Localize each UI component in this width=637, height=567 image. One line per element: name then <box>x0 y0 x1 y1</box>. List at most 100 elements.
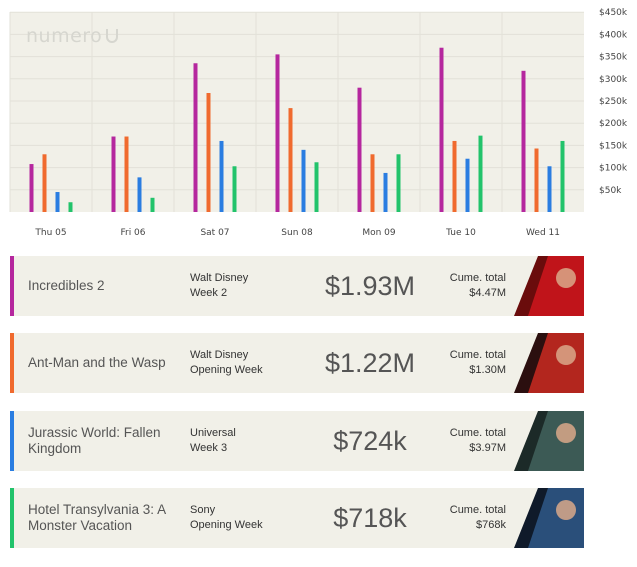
cume-total: Cume. total $3.97M <box>450 426 506 456</box>
bar[interactable] <box>124 136 129 212</box>
week: Week 3 <box>190 442 228 454</box>
bar[interactable] <box>193 63 198 213</box>
cume-total: Cume. total $768k <box>450 503 506 533</box>
distributor-info: Walt Disney Opening Week <box>190 348 263 378</box>
bar[interactable] <box>383 172 388 212</box>
cume-value: $768k <box>476 519 506 531</box>
bar[interactable] <box>111 136 116 212</box>
bar[interactable] <box>42 154 47 212</box>
distributor-info: Universal Week 3 <box>190 426 236 456</box>
logo-mark-icon <box>106 29 119 43</box>
bar[interactable] <box>314 162 319 212</box>
bar[interactable] <box>150 197 155 212</box>
y-tick-label: $350k <box>599 53 628 63</box>
series-color-bar <box>10 411 14 471</box>
week: Week 2 <box>190 287 228 299</box>
y-tick-label: $150k <box>599 141 628 151</box>
bar[interactable] <box>137 177 142 212</box>
poster-face <box>556 500 576 520</box>
series-color-bar <box>10 333 14 393</box>
bar-chart: $450k $400k $350k $300k $250k $200k $150k $100k… <box>9 8 628 238</box>
bar[interactable] <box>478 135 483 212</box>
y-tick-label: $450k <box>599 8 628 18</box>
movie-card-hotel-transylvania-3[interactable]: Hotel Transylvania 3: A Monster Vacation… <box>10 488 584 548</box>
y-tick-label: $200k <box>599 119 628 129</box>
distributor: Sony <box>190 504 216 516</box>
movie-card-jurassic-world[interactable]: Jurassic World: Fallen Kingdom Universal… <box>10 411 584 471</box>
cume-total: Cume. total $4.47M <box>450 271 506 301</box>
x-axis-labels: Thu 05 Fri 06 Sat 07 Sun 08 Mon 09 Tue 10 Wed … <box>34 228 560 238</box>
bar[interactable] <box>439 47 444 212</box>
cume-label: Cume. total <box>449 272 506 284</box>
bar[interactable] <box>275 54 280 212</box>
cume-total: Cume. total $1.30M <box>450 348 506 378</box>
bar[interactable] <box>534 148 539 212</box>
movie-title: Hotel Transylvania 3: A Monster Vacation <box>28 501 166 533</box>
y-tick-label: $300k <box>599 75 628 85</box>
poster-face <box>556 345 576 365</box>
movie-card-incredibles-2[interactable]: Incredibles 2 Walt Disney Week 2 $1.93M … <box>10 256 584 316</box>
bar[interactable] <box>232 166 237 212</box>
movie-poster-thumbnail <box>514 256 584 316</box>
weekly-gross: $1.22M <box>324 347 416 378</box>
poster-face <box>556 423 576 443</box>
movie-poster-thumbnail <box>514 333 584 393</box>
distributor-info: Sony Opening Week <box>190 503 263 533</box>
movie-card-ant-man-and-the-wasp[interactable]: Ant-Man and the Wasp Walt Disney Opening… <box>10 333 584 393</box>
weekly-gross: $718k <box>333 502 407 533</box>
poster-face <box>556 268 576 288</box>
week: Opening Week <box>190 364 263 376</box>
distributor-info: Walt Disney Week 2 <box>190 271 248 301</box>
movie-title: Jurassic World: Fallen Kingdom <box>28 424 161 456</box>
movie-poster-thumbnail <box>514 488 584 548</box>
bar[interactable] <box>357 87 362 212</box>
bar[interactable] <box>560 140 565 212</box>
cume-value: $4.47M <box>469 287 506 299</box>
weekly-gross: $724k <box>333 425 407 456</box>
movie-title: Ant-Man and the Wasp <box>28 354 166 370</box>
x-tick-label: Thu 05 <box>34 228 66 238</box>
bar[interactable] <box>521 70 526 212</box>
y-axis-ticks: $450k $400k $350k $300k $250k $200k $150k $100k… <box>599 8 628 196</box>
plot-area <box>10 12 584 212</box>
x-tick-label: Sat 07 <box>200 228 229 238</box>
y-tick-label: $50k <box>599 186 622 196</box>
distributor: Walt Disney <box>190 272 249 284</box>
series-color-bar <box>10 256 14 316</box>
bar[interactable] <box>465 158 470 212</box>
movie-poster-thumbnail <box>514 411 584 471</box>
bar[interactable] <box>206 93 211 212</box>
series-color-bar <box>10 488 14 548</box>
bar[interactable] <box>29 164 34 212</box>
y-tick-label: $100k <box>599 164 628 174</box>
bar[interactable] <box>301 149 306 212</box>
x-tick-label: Sun 08 <box>281 228 313 238</box>
bar[interactable] <box>55 192 60 212</box>
numero-logo: numero <box>26 25 119 47</box>
movie-title: Incredibles 2 <box>28 277 105 293</box>
bar[interactable] <box>452 140 457 212</box>
x-tick-label: Fri 06 <box>120 228 145 238</box>
week: Opening Week <box>190 519 263 531</box>
cume-label: Cume. total <box>449 427 506 439</box>
distributor: Universal <box>190 427 236 439</box>
cume-value: $3.97M <box>469 442 506 454</box>
y-tick-label: $400k <box>599 30 628 40</box>
y-tick-label: $250k <box>599 97 628 107</box>
bar[interactable] <box>288 108 293 212</box>
bar-series <box>29 47 565 213</box>
x-tick-label: Wed 11 <box>526 228 560 238</box>
bar[interactable] <box>547 166 552 212</box>
cume-value: $1.30M <box>469 364 506 376</box>
logo-text: numero <box>26 25 103 47</box>
cume-label: Cume. total <box>449 504 506 516</box>
weekly-gross: $1.93M <box>324 270 416 301</box>
bar[interactable] <box>68 202 73 212</box>
cume-label: Cume. total <box>449 349 506 361</box>
x-tick-label: Tue 10 <box>445 228 476 238</box>
bar[interactable] <box>396 154 401 212</box>
bar[interactable] <box>370 154 375 212</box>
distributor: Walt Disney <box>190 349 249 361</box>
bar[interactable] <box>219 140 224 212</box>
grid-lines <box>9 11 584 212</box>
